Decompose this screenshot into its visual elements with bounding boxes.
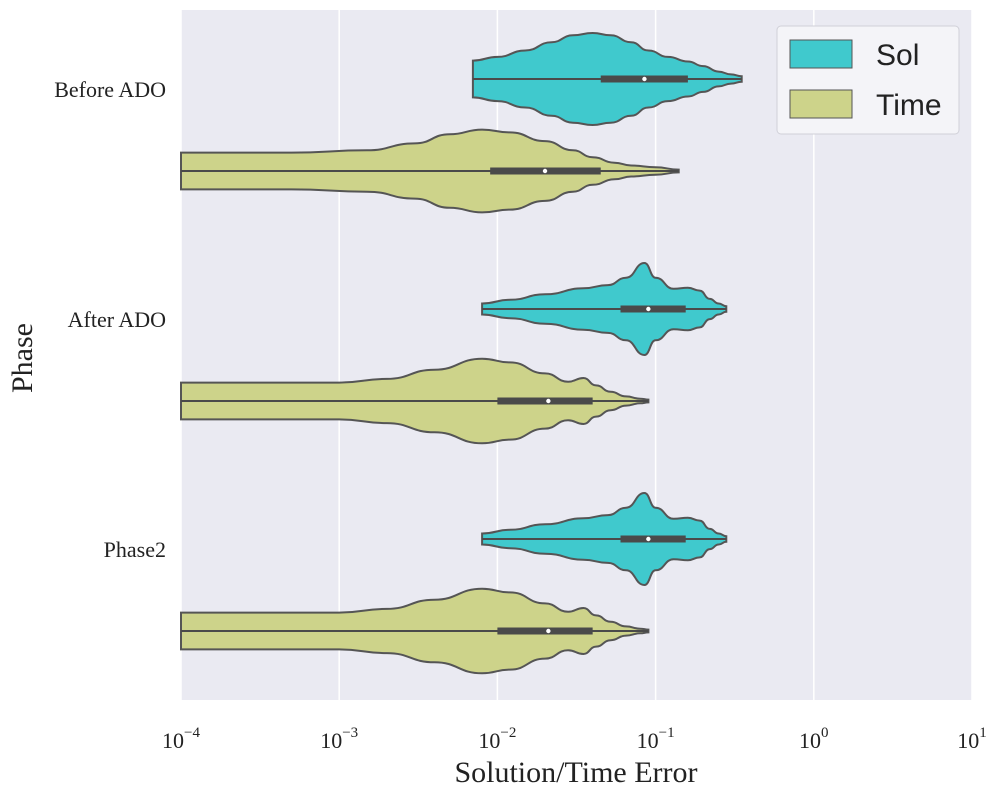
violin-sol-phase2 — [481, 491, 728, 587]
x-tick-label: 101 — [957, 725, 987, 753]
legend-label-sol: Sol — [876, 39, 919, 72]
x-tick-label: 10−4 — [162, 725, 200, 753]
x-tick-label: 100 — [799, 725, 829, 753]
x-tick-label: 10−1 — [637, 725, 675, 753]
violin-median-point — [542, 168, 548, 174]
violin-time-after-ado — [180, 357, 650, 445]
legend-label-time: Time — [876, 89, 942, 122]
legend-swatch-time — [789, 89, 853, 119]
grid-lines — [180, 10, 973, 700]
category-label-phase2: Phase2 — [104, 537, 166, 562]
violin-median-point — [646, 306, 651, 312]
violin-sol-before-ado — [471, 31, 743, 127]
legend-swatch-sol — [789, 39, 853, 69]
x-tick-label: 10−3 — [320, 725, 358, 753]
category-label-after-ado: After ADO — [68, 307, 166, 332]
violin-median-point — [546, 398, 551, 404]
category-labels: Before ADO After ADO Phase2 — [54, 77, 166, 562]
legend: Sol Time — [776, 25, 960, 135]
violin-time-phase2 — [180, 587, 650, 675]
violin-median-point — [546, 628, 551, 634]
x-tick-label: 10−2 — [478, 725, 516, 753]
violin-sol-after-ado — [481, 261, 728, 357]
x-axis-title: Solution/Time Error — [454, 756, 697, 789]
violin-median-point — [646, 536, 651, 542]
category-label-before-ado: Before ADO — [54, 77, 166, 102]
violins — [180, 31, 743, 675]
y-axis-title: Phase — [6, 323, 39, 393]
violin-median-point — [642, 76, 647, 82]
x-tick-labels: 10−4 10−3 10−2 10−1 100 101 — [162, 725, 987, 753]
violin-time-before-ado — [180, 128, 680, 214]
